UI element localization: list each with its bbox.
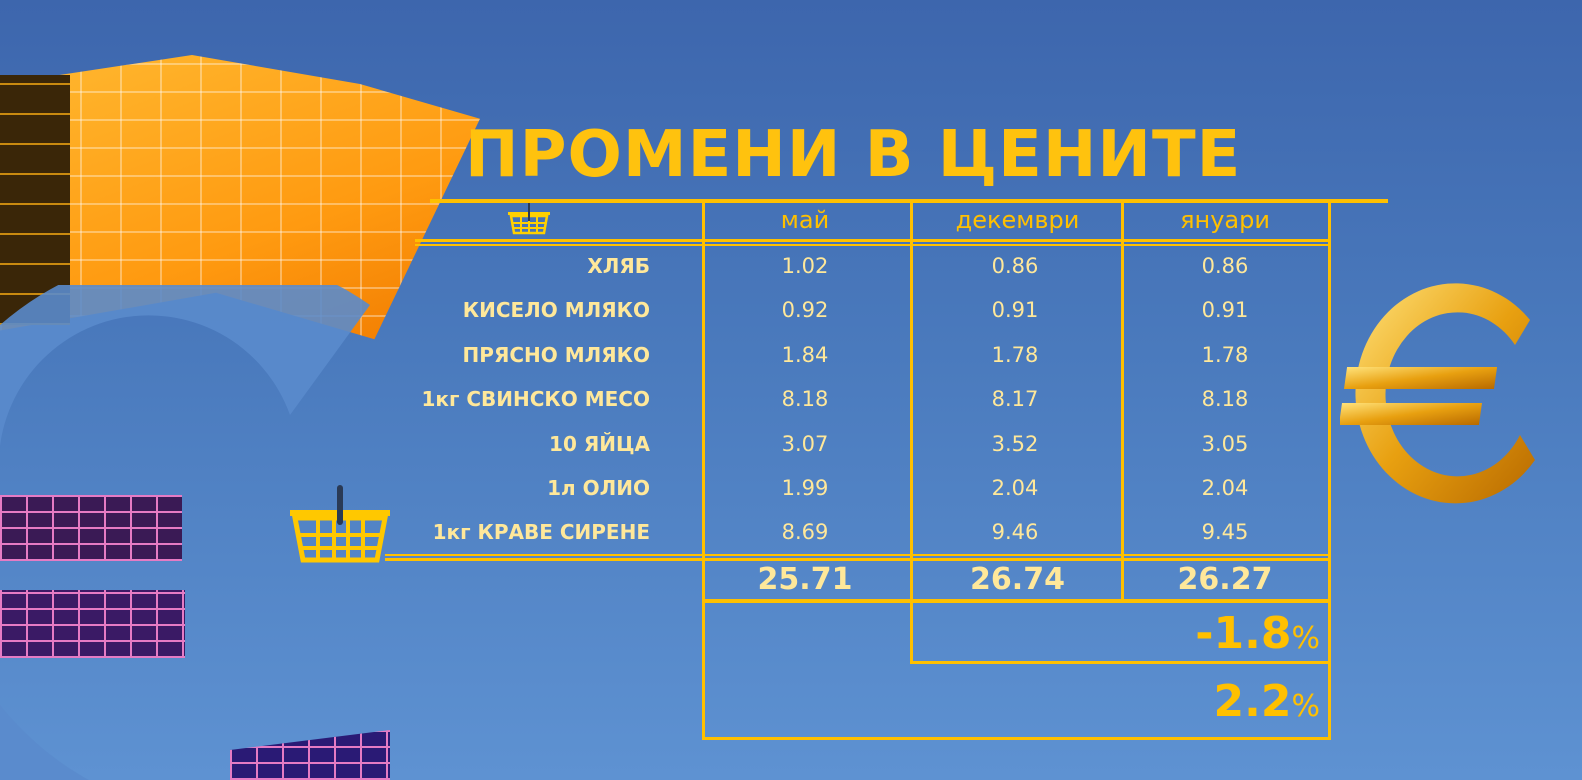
row-label: 1кг СВИНСКО МЕСО (421, 387, 650, 412)
price-cell: 0.86 (991, 254, 1039, 278)
price-cell: 2.04 (1201, 476, 1249, 500)
row-label: 10 ЯЙЦА (549, 431, 650, 456)
price-cell: 0.86 (1201, 254, 1249, 278)
change-value: -1.8 (1195, 608, 1292, 659)
price-cell: 1.78 (1201, 342, 1249, 367)
divider (702, 202, 705, 602)
price-cell: 1.99 (781, 476, 829, 500)
euro-shape-decoration (0, 285, 380, 780)
price-cell: 1.02 (781, 254, 829, 278)
column-header-january: януари (1180, 206, 1270, 234)
change-may-jan-cell (702, 599, 1331, 740)
column-header-may: май (780, 206, 830, 234)
price-cell: 8.18 (781, 387, 829, 412)
row-label: КИСЕЛО МЛЯКО (462, 298, 650, 323)
change-value: 2.2 (1213, 676, 1292, 727)
dark-building-decoration (0, 75, 70, 325)
row-label: ХЛЯБ (587, 254, 650, 278)
divider (415, 244, 1331, 246)
total-may: 25.71 (757, 562, 853, 597)
price-cell: 8.17 (991, 387, 1039, 412)
price-cell: 9.46 (991, 520, 1039, 545)
price-cell: 2.04 (991, 476, 1039, 500)
price-cell: 1.84 (781, 342, 829, 367)
euro-sign-icon (1340, 283, 1535, 504)
row-label: 1л ОЛИО (547, 476, 650, 500)
divider (430, 199, 1388, 203)
change-dec-jan: -1.8% (1000, 608, 1320, 659)
pink-building-strip (0, 590, 185, 658)
pink-building-strip (0, 495, 182, 561)
price-cell: 8.69 (781, 520, 829, 545)
price-cell: 0.92 (781, 298, 829, 323)
change-may-jan: 2.2% (1000, 676, 1320, 727)
price-cell: 0.91 (1201, 298, 1249, 323)
price-cell: 9.45 (1201, 520, 1249, 545)
divider (385, 554, 1331, 556)
price-cell: 3.52 (991, 431, 1039, 456)
column-header-december: декември (955, 206, 1080, 234)
row-label: ПРЯСНО МЛЯКО (462, 342, 650, 367)
basket-icon (508, 203, 550, 235)
price-cell: 0.91 (991, 298, 1039, 323)
divider (415, 239, 1331, 242)
basket-icon (290, 485, 390, 563)
total-january: 26.27 (1177, 562, 1273, 597)
price-cell: 1.78 (991, 342, 1039, 367)
row-label: 1кг КРАВЕ СИРЕНЕ (432, 520, 650, 545)
price-cell: 3.07 (781, 431, 829, 456)
total-december: 26.74 (970, 562, 1065, 597)
divider (910, 202, 913, 602)
divider (1328, 202, 1331, 602)
price-cell: 3.05 (1201, 431, 1249, 456)
percent-sign: % (1291, 621, 1320, 656)
divider (385, 558, 1331, 561)
percent-sign: % (1291, 689, 1320, 724)
divider (1121, 202, 1124, 602)
price-cell: 8.18 (1201, 387, 1249, 412)
page-title: ПРОМЕНИ В ЦЕНИТЕ (465, 118, 1242, 192)
